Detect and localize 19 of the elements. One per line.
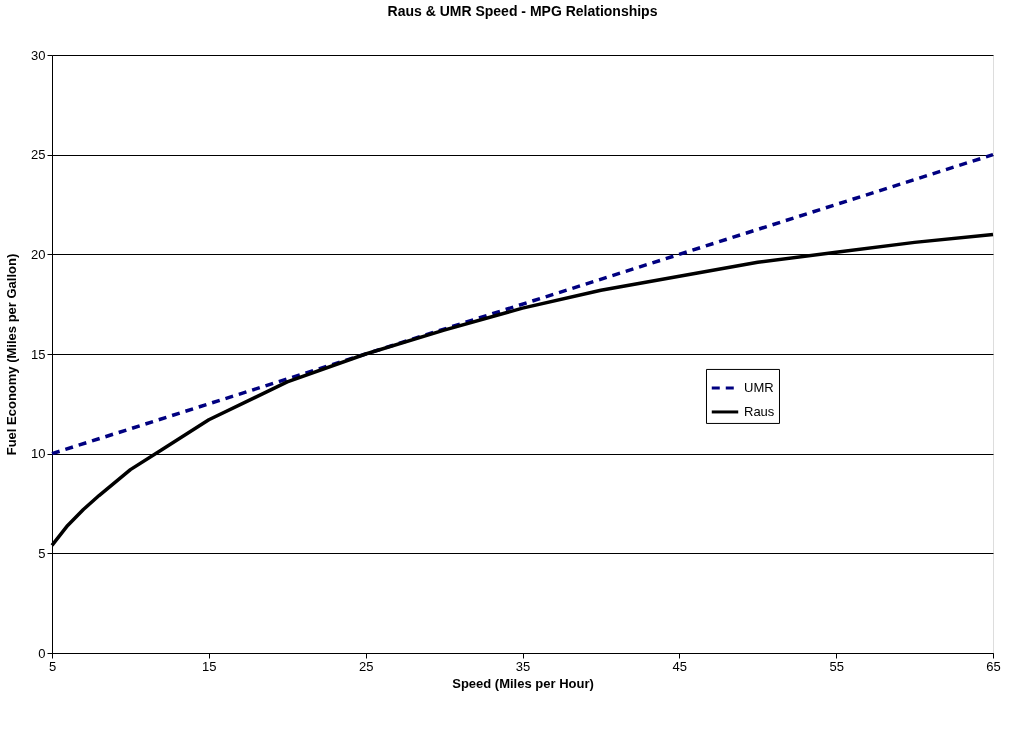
chart-title: Raus & UMR Speed - MPG Relationships [387,3,658,19]
x-tick-label: 15 [202,658,217,674]
y-tick-label: 15 [31,346,46,362]
y-tick-label: 10 [31,446,46,462]
x-tick-label: 45 [672,658,688,674]
x-tick-label: 35 [515,658,531,674]
x-axis-title: Speed (Miles per Hour) [452,675,594,691]
legend-label: UMR [743,379,774,395]
y-tick-label: 30 [31,47,46,63]
y-tick-label: 20 [31,246,46,262]
legend-label: Raus [743,403,775,419]
y-axis-title: Fuel Economy (Miles per Gallon) [4,253,20,456]
x-tick-label: 5 [48,658,57,674]
y-tick-label: 25 [31,147,46,163]
x-tick-label: 25 [358,658,374,674]
y-tick-label: 5 [38,545,46,561]
y-tick-label: 0 [38,645,46,661]
x-tick-label: 65 [986,658,1001,674]
x-tick-label: 55 [829,658,844,674]
